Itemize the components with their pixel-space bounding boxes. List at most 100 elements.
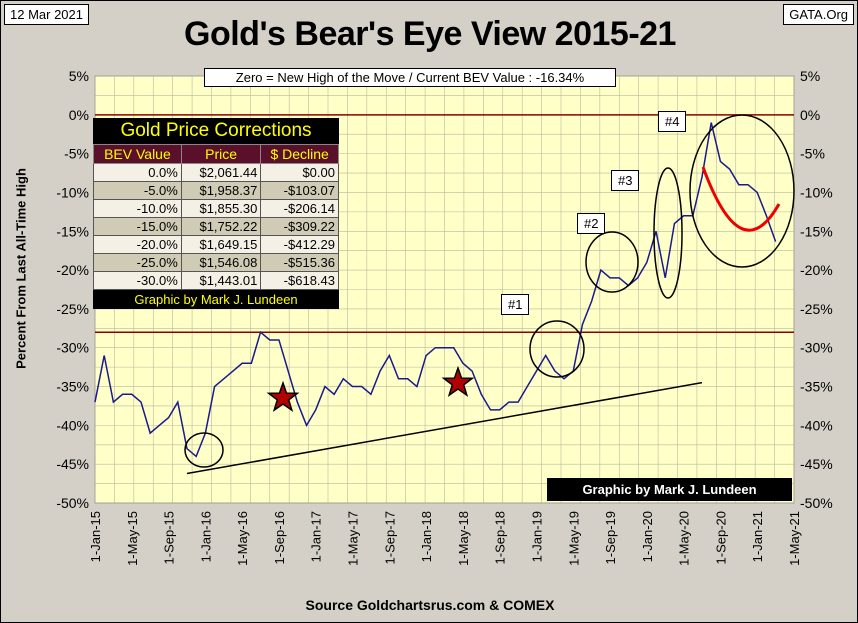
table-cell: -$309.22 — [260, 217, 339, 236]
y-tick-label-right: -15% — [800, 223, 833, 239]
y-tick-label-left: 5% — [69, 68, 89, 84]
label-3: #3 — [611, 170, 640, 191]
table-cell: $1,443.01 — [180, 271, 262, 290]
table-row: -20.0% $1,649.15 -$412.29 — [93, 235, 339, 254]
y-tick-label-left: -25% — [56, 301, 89, 317]
y-tick-label-right: 5% — [800, 68, 820, 84]
table-row: -10.0% $1,855.30 -$206.14 — [93, 199, 339, 218]
date-label: 12 Mar 2021 — [4, 4, 89, 25]
star-icon — [441, 365, 475, 397]
x-tick-label: 1-Sep-20 — [713, 511, 728, 564]
table-footer: Graphic by Mark J. Lundeen — [134, 292, 298, 307]
y-tick-label-left: 0% — [69, 107, 89, 123]
x-tick-label: 1-May-16 — [235, 511, 250, 566]
table-row: -30.0% $1,443.01 -$618.43 — [93, 271, 339, 290]
corrections-table: Gold Price Corrections BEV Value Price $… — [93, 118, 339, 309]
table-cell: -$206.14 — [260, 199, 339, 218]
y-tick-label-left: -50% — [56, 495, 89, 511]
highlight-circle — [585, 231, 639, 293]
y-tick-label-right: -30% — [800, 340, 833, 356]
table-cell: 0.0% — [93, 163, 182, 182]
y-tick-label-right: -40% — [800, 417, 833, 433]
x-tick-label: 1-May-19 — [566, 511, 581, 566]
table-cell: $1,855.30 — [180, 199, 262, 218]
highlight-circle — [529, 320, 585, 378]
y-tick-label-right: -35% — [800, 379, 833, 395]
x-tick-label: 1-Sep-19 — [603, 511, 618, 564]
x-tick-label: 1-Sep-15 — [162, 511, 177, 564]
x-tick-label: 1-Jan-16 — [198, 511, 213, 562]
table-cell: -15.0% — [93, 217, 182, 236]
y-tick-label-left: -35% — [56, 379, 89, 395]
table-cell: $2,061.44 — [180, 163, 262, 182]
site-label: GATA.Org — [783, 4, 854, 25]
table-cell: -30.0% — [93, 271, 182, 290]
x-tick-label: 1-Sep-17 — [382, 511, 397, 564]
table-cell: -$515.36 — [260, 253, 339, 272]
table-row: -25.0% $1,546.08 -$515.36 — [93, 253, 339, 272]
source-label: Source Goldchartsrus.com & COMEX — [305, 597, 555, 613]
y-tick-label-right: -50% — [800, 495, 833, 511]
highlight-circle — [184, 432, 224, 468]
x-tick-label: 1-Jan-19 — [529, 511, 544, 562]
trend-line — [186, 381, 703, 475]
table-cell: $0.00 — [260, 163, 339, 182]
y-tick-label-right: -45% — [800, 456, 833, 472]
x-tick-label: 1-Jan-15 — [88, 511, 103, 562]
table-cell: $1,546.08 — [180, 253, 262, 272]
table-cell: $1,649.15 — [180, 235, 262, 254]
x-tick-label: 1-May-18 — [456, 511, 471, 566]
y-tick-label-left: -20% — [56, 262, 89, 278]
y-tick-label-left: -40% — [56, 417, 89, 433]
table-cell: -5.0% — [93, 181, 182, 200]
x-tick-label: 1-May-21 — [787, 511, 802, 566]
label-1: #1 — [501, 294, 530, 315]
highlight-circle — [653, 167, 683, 299]
highlight-circle — [689, 114, 795, 268]
y-tick-label-right: -10% — [800, 184, 833, 200]
table-cell: $1,752.22 — [180, 217, 262, 236]
y-tick-label-right: -25% — [800, 301, 833, 317]
x-tick-label: 1-Sep-18 — [493, 511, 508, 564]
label-4: #4 — [658, 111, 687, 132]
x-tick-label: 1-Jan-20 — [640, 511, 655, 562]
col-header: $ Decline — [260, 144, 339, 164]
x-tick-label: 1-Jan-17 — [309, 511, 324, 562]
col-header: Price — [180, 144, 262, 164]
y-tick-label-right: -5% — [800, 146, 825, 162]
table-cell: -10.0% — [93, 199, 182, 218]
x-tick-label: 1-Sep-16 — [272, 511, 287, 564]
x-tick-label: 1-May-15 — [125, 511, 140, 566]
col-header: BEV Value — [93, 144, 182, 164]
y-tick-label-left: -15% — [56, 223, 89, 239]
y-tick-label-left: -45% — [56, 456, 89, 472]
y-tick-label-right: -20% — [800, 262, 833, 278]
y-tick-label-left: -30% — [56, 340, 89, 356]
chart-title: Gold's Bear's Eye View 2015-21 — [184, 15, 676, 53]
credit-label: Graphic by Mark J. Lundeen — [547, 478, 792, 501]
table-row: 0.0% $2,061.44 $0.00 — [93, 163, 339, 182]
x-tick-label: 1-May-17 — [346, 511, 361, 566]
table-cell: $1,958.37 — [180, 181, 262, 200]
label-2: #2 — [577, 213, 606, 234]
y-axis-label: Percent From Last All-Time High — [13, 168, 29, 369]
star-icon — [266, 380, 300, 412]
table-title: Gold Price Corrections — [120, 120, 312, 141]
table-cell: -$618.43 — [260, 271, 339, 290]
table-cell: -25.0% — [93, 253, 182, 272]
table-cell: -$412.29 — [260, 235, 339, 254]
y-tick-label-left: -10% — [56, 184, 89, 200]
y-tick-label-right: 0% — [800, 107, 820, 123]
table-row: -5.0% $1,958.37 -$103.07 — [93, 181, 339, 200]
table-cell: -$103.07 — [260, 181, 339, 200]
red-curve — [701, 166, 781, 232]
x-tick-label: 1-May-20 — [677, 511, 692, 566]
y-tick-label-left: -5% — [64, 146, 89, 162]
table-row: -15.0% $1,752.22 -$309.22 — [93, 217, 339, 236]
table-cell: -20.0% — [93, 235, 182, 254]
x-tick-label: 1-Jan-21 — [750, 511, 765, 562]
x-tick-label: 1-Jan-18 — [419, 511, 434, 562]
gold-bev-line — [94, 122, 777, 458]
